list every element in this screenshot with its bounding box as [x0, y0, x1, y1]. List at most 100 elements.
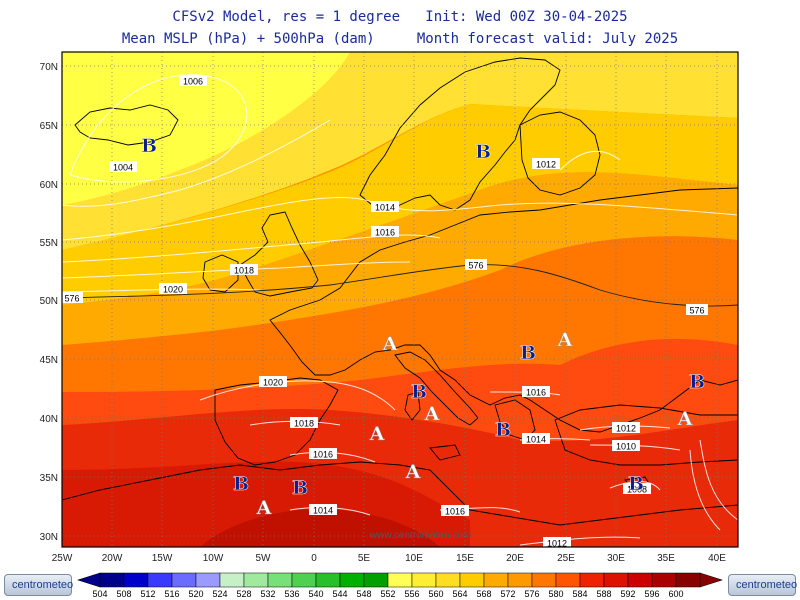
colorbar-tick-label: 508 [116, 589, 131, 599]
colorbar-swatch [627, 572, 653, 588]
geopotential-label-bg [686, 304, 708, 315]
low-pressure-center: B [475, 141, 491, 163]
colorbar-swatch [435, 572, 461, 588]
colorbar-arrow-left [77, 572, 101, 588]
isobar-label: 1012 [616, 424, 636, 434]
isobar-label: 1012 [536, 160, 556, 170]
isobar-label-bg [371, 201, 399, 212]
colorbar-tick-label: 540 [308, 589, 323, 599]
colorbar-arrow-right [699, 572, 723, 588]
isobar-label: 1016 [313, 450, 333, 460]
lon-label: 15W [152, 553, 173, 564]
low-pressure-center: B [141, 135, 157, 157]
lon-label: 15E [456, 553, 474, 564]
colorbar-tick-label: 596 [644, 589, 659, 599]
colorbar-tick-label: 564 [452, 589, 467, 599]
lat-axis-labels: 70N 65N 60N 55N 50N 45N 40N 35N 30N [40, 62, 58, 543]
low-pressure-center: B [520, 342, 536, 364]
map-frame [61, 51, 739, 548]
lon-label: 10W [203, 553, 224, 564]
colorbar-tick-label: 576 [524, 589, 539, 599]
colorbar-swatch [267, 572, 293, 588]
isobar-label: 1006 [183, 77, 203, 87]
sicily [429, 444, 461, 461]
lat-label: 65N [40, 121, 58, 132]
colorbar-tick-label: 504 [92, 589, 107, 599]
colorbar: 504 508 512 516 520 524 528 532 536 540 544 548 552 5… [77, 572, 723, 599]
isobar-label-bg [109, 161, 137, 172]
ireland [202, 254, 239, 293]
lat-label: 45N [40, 355, 58, 366]
lat-label: 30N [40, 532, 58, 543]
colorbar-tick-label: 580 [548, 589, 563, 599]
isobar-label-bg [612, 422, 640, 433]
centrometeo-logo-left: centrometeo [4, 574, 73, 596]
colorbar-swatch [555, 572, 581, 588]
isobar-label-bg [522, 433, 550, 444]
isobar-label-bg [309, 504, 337, 515]
lon-label: 0 [311, 553, 317, 564]
colorbar-swatch [339, 572, 365, 588]
geopotential-label-bg [465, 259, 487, 270]
colorbar-swatch [219, 572, 245, 588]
colorbar-swatch [603, 572, 629, 588]
centrometeo-logo-right: centrometeo [728, 574, 798, 596]
lon-axis-labels: 25W 20W 15W 10W 5W 0 5E 10E 15E 20E 25E 30E 35E 40E [52, 553, 727, 564]
colorbar-swatch [243, 572, 269, 588]
colorbar-swatch [99, 572, 125, 588]
geopotential-label-bg [61, 292, 83, 303]
lon-label: 20W [102, 553, 123, 564]
isobar-label-bg [371, 226, 399, 237]
isobar-label: 1012 [547, 539, 567, 549]
isobar-label: 1020 [263, 378, 283, 388]
isobar-label: 1016 [375, 228, 395, 238]
high-pressure-center: A [424, 403, 440, 425]
isobar-label-bg [522, 386, 550, 397]
low-pressure-center: B [628, 473, 644, 495]
isobar-label-bg [179, 75, 207, 86]
colorbar-swatch [411, 572, 437, 588]
colorbar-swatch [507, 572, 533, 588]
great-britain [239, 211, 319, 297]
lon-label: 5W [256, 553, 272, 564]
isobar-labels: 1006 1004 1012 1014 1016 1018 1020 1020 1018 1016… [61, 75, 708, 549]
high-pressure-center: A [256, 497, 272, 519]
colorbar-tick-label: 536 [284, 589, 299, 599]
lat-label: 70N [40, 62, 58, 73]
isobar-label-bg [230, 264, 258, 275]
low-pressure-center: B [495, 419, 511, 441]
colorbar-tick-label: 568 [476, 589, 491, 599]
isobar-label: 1018 [234, 266, 254, 276]
colorbar-swatch [363, 572, 389, 588]
isobar-label-bg [612, 440, 640, 451]
geopotential-576-line [62, 264, 738, 307]
colorbar-swatch [579, 572, 605, 588]
isobar-label: 1014 [526, 435, 546, 445]
lat-label: 55N [40, 238, 58, 249]
colorbar-tick-label: 516 [164, 589, 179, 599]
colorbar-swatch [315, 572, 341, 588]
colorbar-tick-label: 588 [596, 589, 611, 599]
colorbar-tick-label: 552 [380, 589, 395, 599]
lon-label: 35E [657, 553, 675, 564]
isobar-label: 1018 [294, 419, 314, 429]
colorbar-tick-label: 560 [428, 589, 443, 599]
isobar-label: 1014 [313, 506, 333, 516]
scandinavia [359, 57, 561, 211]
high-pressure-center: A [369, 423, 385, 445]
colorbar-tick-label: 532 [260, 589, 275, 599]
isobar-label: 1004 [113, 163, 133, 173]
lat-label: 50N [40, 296, 58, 307]
finland [519, 111, 601, 196]
colorbar-tick-label: 512 [140, 589, 155, 599]
low-pressure-center: B [411, 381, 427, 403]
isobar-label-bg [623, 483, 651, 494]
logo-text: centrometeo [736, 579, 798, 591]
lat-label: 40N [40, 414, 58, 425]
isobar-label: 1020 [163, 285, 183, 295]
chart-title: CFSv2 Model, res = 1 degree Init: Wed 00… [172, 9, 628, 25]
colorbar-swatch [291, 572, 317, 588]
high-pressure-center: A [405, 461, 421, 483]
colorbar-tick-label: 520 [188, 589, 203, 599]
